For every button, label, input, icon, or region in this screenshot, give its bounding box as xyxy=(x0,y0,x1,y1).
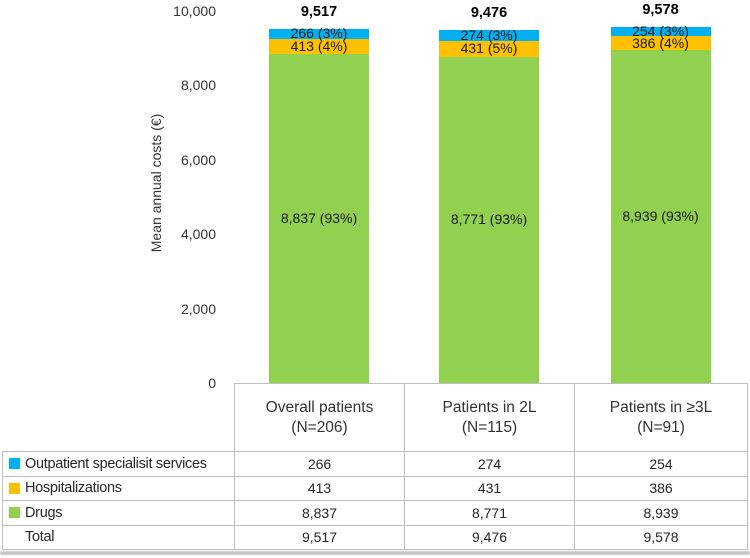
table-row-outpatient-specialisit-services: Outpatient specialisit services 266 274 254 xyxy=(2,451,748,477)
bar-total-label: 9,517 xyxy=(300,4,338,20)
bar-data-label-drugs: 8,939 (93%) xyxy=(622,208,699,225)
row-label-cell: Drugs xyxy=(2,500,235,526)
bar-data-label-outpatient-specialisit-services: 254 (3%) xyxy=(632,22,689,39)
bar-segment-hospitalizations xyxy=(610,36,711,51)
row-label-wrap: Total xyxy=(3,529,234,545)
value-cell: 9,578 xyxy=(574,524,748,550)
bar-segment-drugs xyxy=(610,50,711,383)
row-label-text: Total xyxy=(25,529,55,546)
y-tick-label: 2,000 xyxy=(180,300,216,317)
value-cell: 9,476 xyxy=(404,524,575,550)
y-tick-label: 10,000 xyxy=(173,3,216,19)
bar-data-label-outpatient-specialisit-services: 266 (3%) xyxy=(290,25,348,42)
bar-segment-drugs xyxy=(269,54,369,383)
value-cell: 8,837 xyxy=(234,500,405,526)
bar-segment-outpatient-specialisit-services xyxy=(269,29,369,39)
bar-segment-hospitalizations xyxy=(269,38,369,55)
y-tick-label: 6,000 xyxy=(180,151,216,168)
column-header-line1: Overall patients xyxy=(265,398,374,416)
bar-data-label-drugs: 8,837 (93%) xyxy=(280,210,358,227)
bar-total-label: 9,476 xyxy=(470,5,508,22)
row-label-wrap: Hospitalizations xyxy=(3,480,234,496)
bar-data-label-hospitalizations: 413 (4%) xyxy=(290,38,348,55)
cost-table: Overall patients (N=206) Patients in 2L (N=… xyxy=(2,383,748,550)
value-cell: 274 xyxy=(404,451,575,477)
bar-data-label-hospitalizations: 431 (5%) xyxy=(460,40,518,57)
column-header-line1: Patients in ≥3L xyxy=(609,398,713,416)
column-header-line1: Patients in 2L xyxy=(442,398,537,416)
bar-segment-drugs xyxy=(439,56,539,383)
table-row-drugs: Drugs 8,837 8,771 8,939 xyxy=(2,500,748,526)
column-header-patients-in-2l: Patients in 2L (N=115) xyxy=(404,383,575,452)
figure-bottom-border xyxy=(0,551,750,555)
bar-segment-outpatient-specialisit-services xyxy=(610,26,711,37)
value-cell: 9,517 xyxy=(234,524,405,550)
bar-data-label-outpatient-specialisit-services: 274 (3%) xyxy=(460,27,518,44)
value-cell: 266 xyxy=(234,451,405,477)
legend-swatch-hospitalizations xyxy=(9,482,20,494)
value-cell: 8,939 xyxy=(574,500,748,526)
column-header-line2: (N=115) xyxy=(461,418,518,436)
bar-segment-hospitalizations xyxy=(439,40,539,57)
value-cell: 431 xyxy=(404,475,575,501)
y-tick-label: 4,000 xyxy=(180,226,216,243)
row-label-text: Outpatient specialisit services xyxy=(25,455,207,472)
table-row-total: Total 9,517 9,476 9,578 xyxy=(2,524,748,550)
row-label-wrap: Drugs xyxy=(3,505,234,521)
row-label-cell: Hospitalizations xyxy=(2,475,235,501)
row-label-wrap: Outpatient specialisit services xyxy=(3,456,234,472)
value-cell: 413 xyxy=(234,475,405,501)
bar-segment-outpatient-specialisit-services xyxy=(439,30,539,41)
table-corner-cell xyxy=(3,384,235,452)
table-row-hospitalizations: Hospitalizations 413 431 386 xyxy=(2,475,748,501)
value-cell: 254 xyxy=(574,451,748,477)
row-label-cell: Outpatient specialisit services xyxy=(2,451,235,477)
bar-data-label-drugs: 8,771 (93%) xyxy=(450,211,528,228)
y-tick-label: 8,000 xyxy=(180,77,216,94)
row-label-cell: Total xyxy=(2,524,235,550)
table-header-row: Overall patients (N=206) Patients in 2L (N=… xyxy=(3,383,748,452)
row-label-text: Drugs xyxy=(25,504,63,521)
table-head: Overall patients (N=206) Patients in 2L (N=… xyxy=(3,383,748,452)
value-cell: 386 xyxy=(574,475,748,501)
legend-swatch-drugs xyxy=(9,507,20,519)
table-body: Outpatient specialisit services 266 274 254… xyxy=(2,451,748,550)
row-label-text: Hospitalizations xyxy=(25,480,122,497)
y-tick-label: 0 xyxy=(208,375,216,391)
legend-swatch-outpatient-specialisit-services xyxy=(9,458,20,470)
column-header-patients-in-3l: Patients in ≥3L (N=91) xyxy=(574,383,748,452)
value-cell: 8,771 xyxy=(404,500,575,526)
bar-total-label: 9,578 xyxy=(642,1,679,18)
column-header-line2: (N=91) xyxy=(637,418,685,436)
column-header-overall-patients: Overall patients (N=206) xyxy=(234,383,405,452)
column-header-line2: (N=206) xyxy=(291,418,348,436)
bar-data-label-hospitalizations: 386 (4%) xyxy=(632,34,689,51)
